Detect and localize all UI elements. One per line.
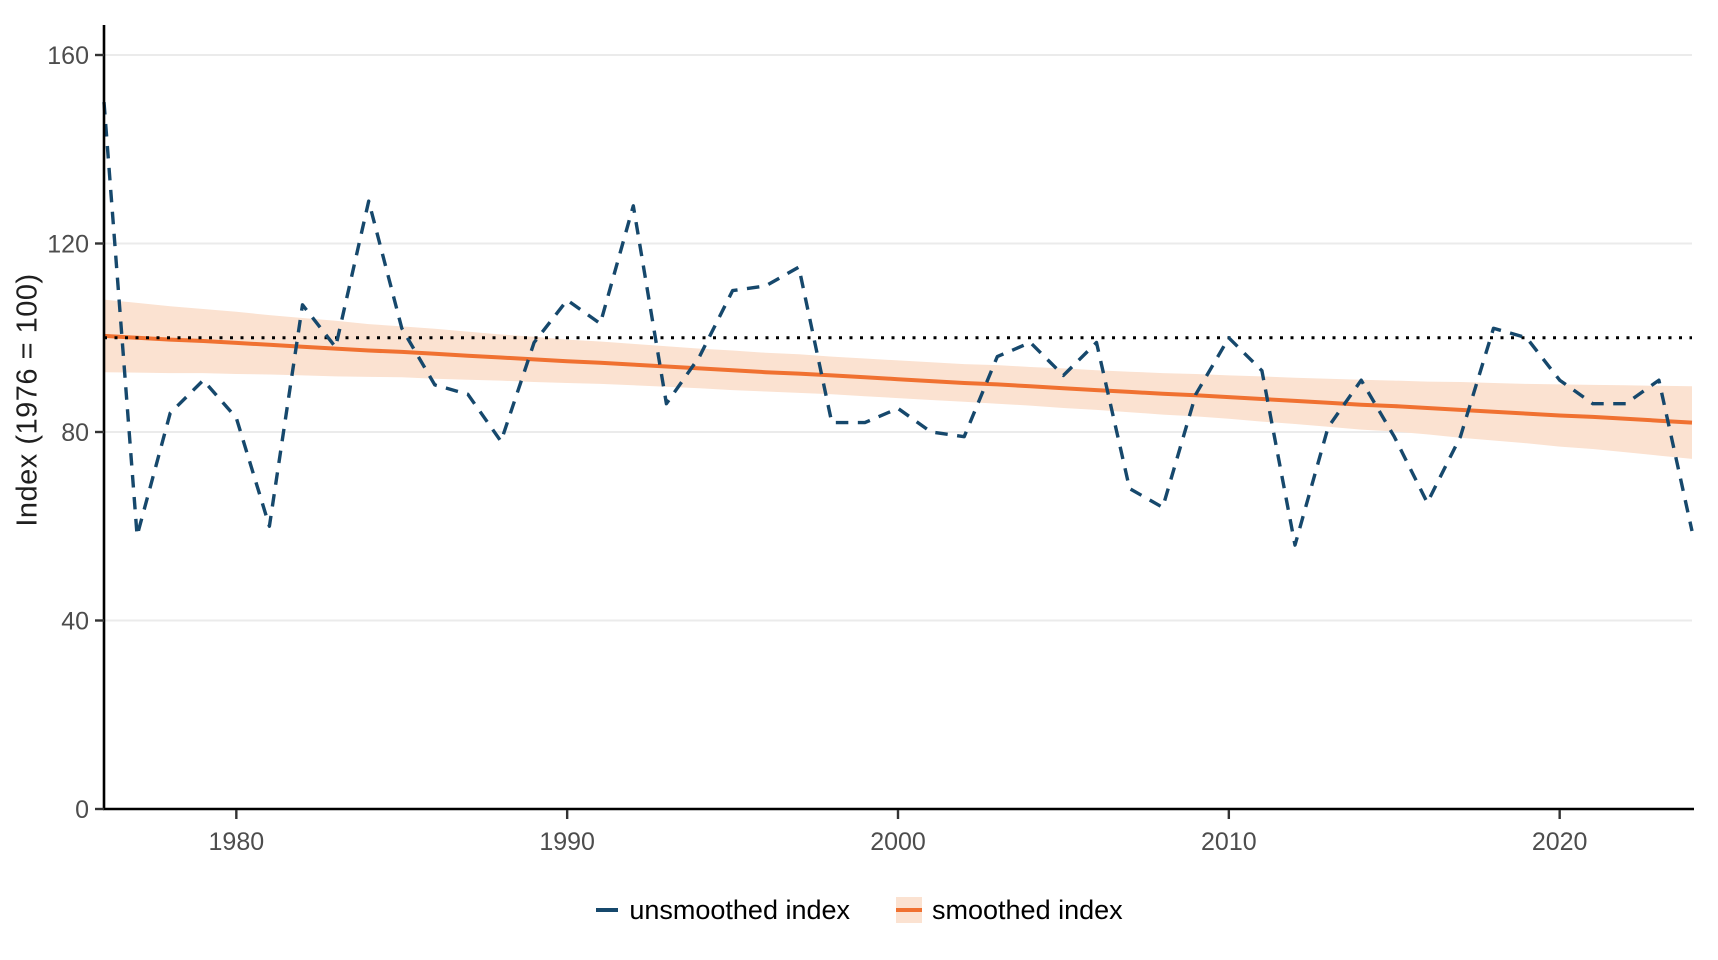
y-tick-label-40: 40 bbox=[61, 608, 89, 636]
y-tick-label-80: 80 bbox=[61, 419, 89, 447]
smoothed-line bbox=[103, 333, 1693, 425]
x-tick-label-1980: 1980 bbox=[209, 828, 265, 856]
x-tick-label-2020: 2020 bbox=[1532, 828, 1588, 856]
ribbon-key-icon bbox=[896, 897, 923, 923]
plot-area: 1980 1990 2000 2010 2020 0 40 80 120 160 bbox=[47, 25, 1694, 856]
x-tick-label-2000: 2000 bbox=[870, 828, 926, 856]
y-tick-label-120: 120 bbox=[47, 231, 89, 259]
legend-item-unsmoothed: unsmoothed index bbox=[595, 895, 850, 926]
unsmoothed-line bbox=[102, 101, 1694, 547]
dashed-line-key-icon bbox=[596, 908, 619, 912]
x-tick-label-1990: 1990 bbox=[539, 828, 595, 856]
legend-item-smoothed: smoothed index bbox=[896, 895, 1123, 926]
y-tick-label-160: 160 bbox=[47, 42, 89, 70]
x-tick-label-2010: 2010 bbox=[1201, 828, 1257, 856]
legend: unsmoothed index smoothed index bbox=[0, 882, 1718, 938]
y-tick-label-0: 0 bbox=[75, 796, 89, 824]
smoothed-line-key-icon bbox=[896, 908, 923, 912]
legend-label-smoothed: smoothed index bbox=[932, 894, 1123, 925]
legend-label-unsmoothed: unsmoothed index bbox=[629, 894, 851, 925]
y-axis-title: Index (1976 = 100) bbox=[11, 273, 44, 527]
